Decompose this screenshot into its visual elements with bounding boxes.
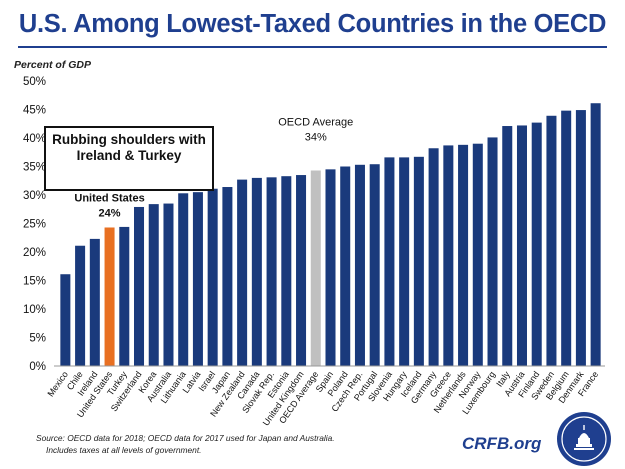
bar-iceland: [413, 156, 424, 366]
bar-slovenia: [384, 157, 395, 366]
bar-australia: [163, 203, 174, 366]
y-tick-label: 30%: [23, 190, 46, 202]
bars: [60, 103, 601, 367]
callout-box: Rubbing shoulders with Ireland & Turkey: [44, 126, 214, 191]
y-axis-label: Percent of GDP: [14, 59, 92, 71]
bar-italy: [502, 126, 513, 366]
bar-sweden: [546, 115, 557, 367]
y-axis-ticks: 0% 5% 10% 15% 20% 25% 30% 35% 40% 45% 50%: [23, 76, 46, 373]
bar-hungary: [399, 157, 410, 366]
bar-germany: [428, 148, 439, 366]
source-note: Source: OECD data for 2018; OECD data fo…: [36, 433, 366, 456]
bar-austria: [516, 125, 527, 367]
bar-oecd-average: [310, 170, 321, 366]
bar-switzerland: [134, 206, 145, 366]
source-line-2: Includes taxes at all levels of governme…: [46, 444, 202, 455]
y-tick-label: 20%: [23, 247, 46, 259]
bar-belgium: [561, 110, 572, 366]
bar-slovak-rep: [266, 177, 277, 366]
chart-title: U.S. Among Lowest-Taxed Countries in the…: [18, 10, 607, 38]
capitol-seal-icon: [557, 412, 611, 466]
y-tick-label: 45%: [23, 105, 46, 117]
y-tick-label: 35%: [23, 162, 46, 174]
bar-latvia: [192, 192, 203, 366]
bar-netherlands: [458, 144, 469, 366]
bar-luxembourg: [487, 137, 498, 366]
y-tick-label: 0%: [29, 361, 46, 373]
y-tick-label: 25%: [23, 219, 46, 231]
bar-greece: [443, 145, 454, 366]
bar-new-zealand: [237, 179, 248, 366]
bar-poland: [340, 166, 351, 366]
y-tick-label: 15%: [23, 276, 46, 288]
brand-link[interactable]: CRFB.org: [462, 434, 542, 453]
bar-france: [590, 103, 601, 366]
bar-spain: [325, 169, 336, 366]
bar-japan: [222, 187, 233, 366]
y-tick-label: 50%: [23, 76, 46, 88]
bar-canada: [251, 177, 262, 366]
bar-israel: [207, 188, 218, 366]
bar-chile: [75, 245, 86, 366]
y-tick-label: 10%: [23, 304, 46, 316]
callout-title-line1: Rubbing shoulders with: [52, 132, 206, 147]
bar-united-kingdom: [296, 175, 307, 366]
bar-united-states: [104, 227, 115, 366]
callout-title-line2: Ireland & Turkey: [76, 148, 182, 163]
bar-portugal: [369, 164, 380, 366]
y-tick-label: 40%: [23, 133, 46, 145]
source-line-1: Source: OECD data for 2018; OECD data fo…: [36, 433, 335, 443]
y-tick-label: 5%: [29, 333, 46, 345]
bar-ireland: [89, 238, 100, 366]
title-underline: [18, 46, 607, 48]
bar-czech-rep: [354, 164, 365, 366]
oecd-average-value: 34%: [305, 131, 327, 143]
bar-estonia: [281, 176, 292, 366]
bar-denmark: [575, 110, 586, 366]
bar-lithuania: [178, 193, 189, 366]
bar-mexico: [60, 274, 71, 366]
bar-norway: [472, 143, 483, 366]
bar-korea: [148, 204, 159, 366]
oecd-average-label: OECD Average: [278, 116, 353, 128]
bar-finland: [531, 122, 542, 366]
bar-turkey: [119, 226, 130, 366]
